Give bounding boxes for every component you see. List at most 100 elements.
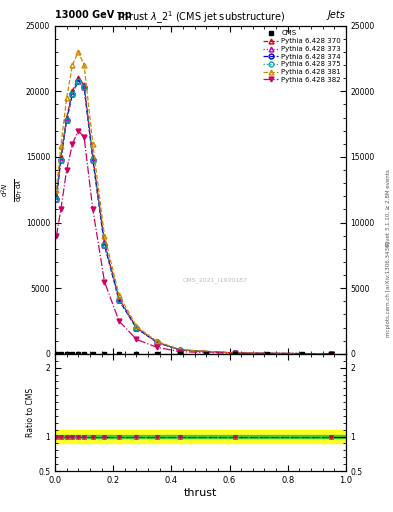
Pythia 6.428 373 [134,325,139,331]
Pythia 6.428 373 [70,91,75,97]
Line: Pythia 6.428 374: Pythia 6.428 374 [54,78,334,356]
CMS [134,351,139,357]
Pythia 6.428 370 [154,339,159,345]
CMS [117,351,121,357]
Y-axis label: Ratio to CMS: Ratio to CMS [26,388,35,437]
Pythia 6.428 381 [329,351,334,357]
Pythia 6.428 382 [178,349,182,355]
Text: Jets: Jets [328,10,346,20]
Text: mcplots.cern.ch [arXiv:1306.3436]: mcplots.cern.ch [arXiv:1306.3436] [386,242,391,337]
Pythia 6.428 370 [54,193,59,199]
Pythia 6.428 370 [59,154,63,160]
Pythia 6.428 374 [178,347,182,353]
Pythia 6.428 370 [233,350,238,356]
Pythia 6.428 381 [233,350,238,356]
Pythia 6.428 375 [102,242,107,248]
Pythia 6.428 374 [102,242,107,248]
Pythia 6.428 373 [59,157,63,163]
Text: CMS_2021_I1920187: CMS_2021_I1920187 [182,278,248,283]
Pythia 6.428 370 [90,154,95,160]
Pythia 6.428 375 [54,196,59,202]
Pythia 6.428 381 [117,292,121,298]
Line: CMS: CMS [54,352,333,356]
Pythia 6.428 373 [54,196,59,202]
Pythia 6.428 375 [154,339,159,345]
CMS [90,351,95,357]
Pythia 6.428 381 [154,338,159,345]
Pythia 6.428 382 [64,167,69,173]
CMS [82,351,86,357]
Line: Pythia 6.428 382: Pythia 6.428 382 [54,128,334,356]
Pythia 6.428 382 [134,336,139,343]
Pythia 6.428 373 [233,350,238,356]
Pythia 6.428 374 [134,325,139,331]
Pythia 6.428 375 [329,351,334,357]
Pythia 6.428 370 [70,88,75,94]
Pythia 6.428 374 [64,117,69,123]
Pythia 6.428 370 [178,347,182,353]
Pythia 6.428 381 [76,49,81,55]
Pythia 6.428 375 [64,117,69,123]
Pythia 6.428 374 [329,351,334,357]
Line: Pythia 6.428 370: Pythia 6.428 370 [54,76,334,356]
Pythia 6.428 375 [134,325,139,331]
Pythia 6.428 374 [233,350,238,356]
Pythia 6.428 374 [59,157,63,163]
Pythia 6.428 381 [102,232,107,239]
Line: Pythia 6.428 381: Pythia 6.428 381 [54,50,334,356]
Pythia 6.428 382 [102,279,107,285]
Pythia 6.428 374 [117,297,121,303]
Pythia 6.428 382 [117,318,121,324]
Pythia 6.428 375 [178,347,182,353]
Pythia 6.428 375 [82,84,86,91]
Pythia 6.428 373 [64,117,69,123]
Pythia 6.428 373 [102,242,107,248]
Pythia 6.428 382 [90,206,95,212]
Text: Rivet 3.1.10, ≥ 2.8M events: Rivet 3.1.10, ≥ 2.8M events [386,169,391,246]
Pythia 6.428 370 [102,239,107,245]
CMS [265,351,270,357]
Pythia 6.428 382 [233,350,238,356]
CMS [178,351,182,357]
CMS [64,351,69,357]
Pythia 6.428 382 [76,127,81,134]
Pythia 6.428 382 [54,232,59,239]
Pythia 6.428 381 [70,62,75,68]
X-axis label: thrust: thrust [184,487,217,498]
Pythia 6.428 375 [70,91,75,97]
Pythia 6.428 370 [64,114,69,120]
Pythia 6.428 382 [59,206,63,212]
Pythia 6.428 373 [154,339,159,345]
Pythia 6.428 381 [82,62,86,68]
Pythia 6.428 373 [90,157,95,163]
Pythia 6.428 382 [70,141,75,147]
CMS [102,351,107,357]
Pythia 6.428 370 [134,325,139,331]
Line: Pythia 6.428 373: Pythia 6.428 373 [54,78,334,356]
Pythia 6.428 374 [154,339,159,345]
Pythia 6.428 370 [329,351,334,357]
Pythia 6.428 374 [90,157,95,163]
Pythia 6.428 381 [134,323,139,329]
Pythia 6.428 370 [82,81,86,88]
Pythia 6.428 375 [90,157,95,163]
Pythia 6.428 381 [90,141,95,147]
CMS [204,351,209,357]
Pythia 6.428 373 [76,78,81,84]
Pythia 6.428 375 [233,350,238,356]
Pythia 6.428 381 [59,143,63,150]
Pythia 6.428 381 [64,95,69,101]
Pythia 6.428 381 [54,187,59,193]
Pythia 6.428 375 [76,78,81,84]
Pythia 6.428 374 [54,196,59,202]
Pythia 6.428 373 [82,84,86,91]
CMS [233,351,238,357]
Title: Thrust $\lambda\_2^1$ (CMS jet substructure): Thrust $\lambda\_2^1$ (CMS jet substruct… [116,9,285,26]
CMS [54,351,59,357]
CMS [300,351,305,357]
Text: 13000 GeV pp: 13000 GeV pp [55,10,132,20]
Pythia 6.428 381 [178,347,182,353]
Pythia 6.428 370 [76,75,81,81]
Y-axis label: $\mathrm{1}$
$\overline{\mathrm{d}N/\mathrm{d}p_T}$
$\mathrm{d}^2N$
$\overline{\: $\mathrm{1}$ $\overline{\mathrm{d}N/\mat… [0,177,24,203]
Pythia 6.428 373 [178,347,182,353]
